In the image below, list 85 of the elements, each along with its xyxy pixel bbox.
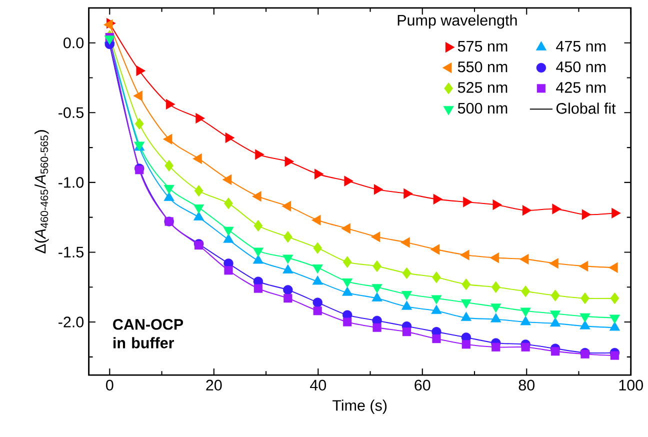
point: [372, 292, 382, 302]
point: [432, 334, 441, 343]
point: [462, 340, 470, 348]
point: [314, 168, 324, 180]
point: [343, 318, 352, 326]
point: [252, 254, 264, 264]
point: [402, 327, 412, 336]
point: [492, 199, 502, 210]
point: [344, 176, 354, 186]
point: [521, 285, 530, 298]
point: [463, 196, 472, 208]
legend-label: 475 nm: [556, 40, 606, 52]
legend-label: 500 nm: [458, 102, 508, 114]
point: [372, 260, 382, 272]
point: [225, 132, 235, 143]
point: [312, 275, 323, 284]
point: [283, 284, 293, 295]
point: [164, 160, 174, 172]
x-tick-label: 60: [414, 380, 430, 390]
point: [224, 197, 233, 210]
legend-label: 575 nm: [458, 40, 508, 52]
annotation: CAN-OCP in buffer: [113, 318, 184, 348]
point: [136, 65, 146, 76]
point: [610, 292, 620, 304]
legend-label: 550 nm: [458, 61, 508, 72]
point: [490, 312, 502, 322]
point: [374, 184, 384, 195]
point: [255, 148, 264, 160]
point: [282, 264, 294, 274]
point: [283, 230, 292, 243]
point: [520, 316, 531, 325]
point: [522, 204, 532, 216]
x-tick-label: 0: [106, 380, 114, 390]
point: [224, 266, 233, 275]
point: [284, 156, 294, 167]
x-axis-title: Time (s): [332, 399, 387, 414]
legend-label: 525 nm: [458, 82, 508, 93]
point: [432, 271, 441, 284]
x-tick-label: 80: [518, 380, 534, 390]
point: [372, 323, 382, 332]
point: [194, 184, 204, 197]
point: [401, 300, 412, 310]
point: [342, 256, 352, 268]
legend-label: 425 nm: [556, 82, 606, 93]
point: [254, 284, 263, 293]
point: [521, 342, 530, 352]
point: [492, 342, 500, 352]
point: [313, 242, 322, 254]
point: [460, 312, 472, 321]
legend-title: Pump wavelength: [398, 14, 517, 28]
x-tick-label: 40: [310, 380, 326, 390]
point: [342, 286, 353, 296]
point: [612, 208, 621, 218]
y-tick-label: -1.0: [58, 176, 84, 188]
point: [284, 294, 292, 302]
point: [582, 209, 592, 220]
point: [431, 304, 442, 314]
point: [580, 320, 590, 330]
point: [166, 98, 176, 110]
y-tick-label: -0.5: [58, 107, 84, 118]
point: [550, 346, 560, 356]
y-tick-label: 0.0: [64, 37, 84, 48]
point: [610, 351, 620, 360]
point: [313, 306, 322, 315]
point: [462, 278, 471, 290]
x-tick-label: 20: [206, 380, 222, 390]
legend-label: 450 nm: [556, 61, 606, 72]
point: [552, 203, 562, 214]
point: [491, 281, 500, 293]
point: [580, 292, 590, 304]
point: [196, 112, 205, 124]
x-tick-label: 100: [619, 380, 643, 390]
y-tick-label: -2.0: [58, 316, 84, 328]
point: [402, 267, 412, 279]
point: [254, 220, 263, 232]
annotation: Global fit: [556, 102, 616, 114]
point: [312, 297, 322, 308]
point: [609, 321, 620, 331]
y-tick-label: -1.5: [58, 246, 84, 258]
point: [550, 317, 561, 326]
point: [550, 289, 560, 302]
point: [223, 233, 234, 243]
point: [134, 118, 144, 130]
point: [433, 194, 443, 204]
point: [404, 188, 413, 199]
